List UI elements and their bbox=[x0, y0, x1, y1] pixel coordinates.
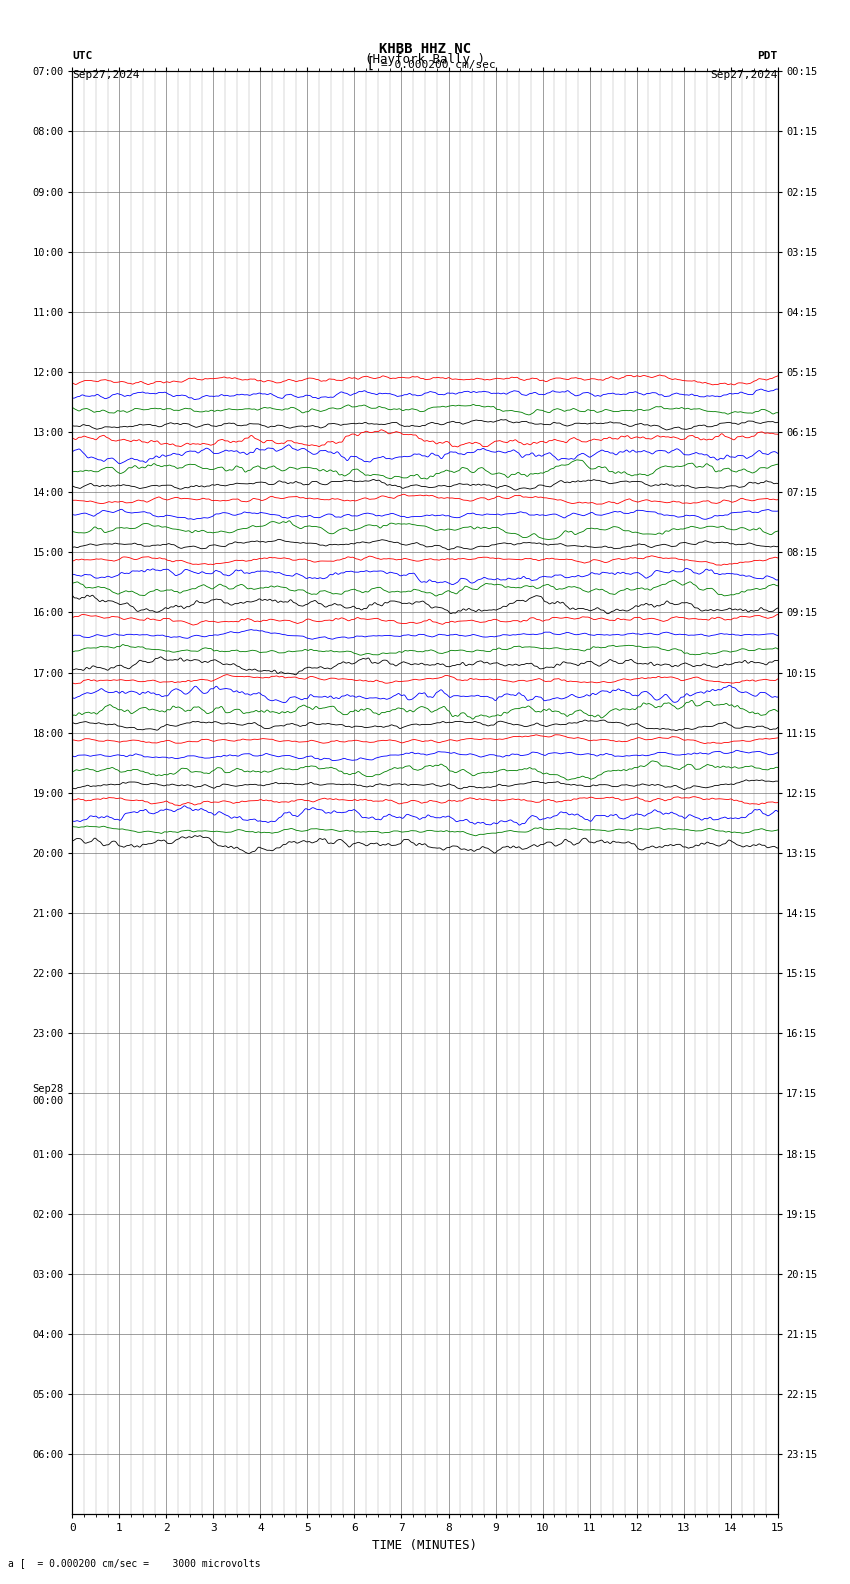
Text: KHBB HHZ NC: KHBB HHZ NC bbox=[379, 43, 471, 55]
Text: Sep27,2024: Sep27,2024 bbox=[72, 70, 139, 79]
Text: = 0.000200 cm/sec: = 0.000200 cm/sec bbox=[381, 60, 496, 70]
Text: [: [ bbox=[366, 55, 374, 70]
Text: a [  = 0.000200 cm/sec =    3000 microvolts: a [ = 0.000200 cm/sec = 3000 microvolts bbox=[8, 1559, 261, 1568]
Text: UTC: UTC bbox=[72, 51, 93, 60]
X-axis label: TIME (MINUTES): TIME (MINUTES) bbox=[372, 1540, 478, 1552]
Text: PDT: PDT bbox=[757, 51, 778, 60]
Text: Sep27,2024: Sep27,2024 bbox=[711, 70, 778, 79]
Text: (Hayfork Bally ): (Hayfork Bally ) bbox=[365, 52, 485, 65]
